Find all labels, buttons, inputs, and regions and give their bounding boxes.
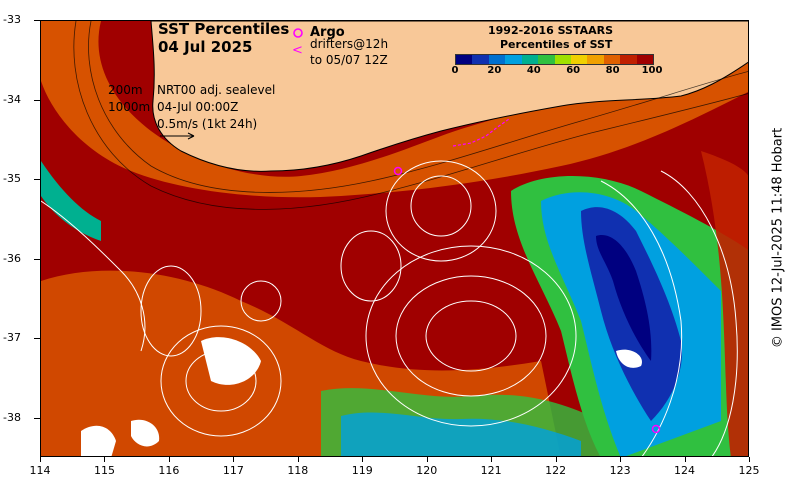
colorbar-tick-label: 80 <box>605 65 620 76</box>
x-tick-label: 119 <box>351 464 373 477</box>
coastal-cool-strip <box>41 161 101 241</box>
isobath-1000m <box>73 21 748 210</box>
x-tick-mark <box>426 457 428 462</box>
argo-float-marker <box>651 424 661 434</box>
sealevel-contour <box>240 280 282 322</box>
credit-text: © IMOS 12-Jul-2025 11:48 Hobart <box>770 127 786 349</box>
argo-legend-icon <box>293 28 303 38</box>
drifter-legend-period: to 05/07 12Z <box>310 53 388 67</box>
velocity-scale-label: 0.5m/s (1kt 24h) <box>157 117 258 131</box>
isobath-200m <box>88 21 748 193</box>
no-data-patch <box>201 337 261 385</box>
colorbar-tick-label: 60 <box>566 65 581 76</box>
drifter-legend-icon: < <box>292 43 303 58</box>
colorbar-tick-label: 100 <box>641 65 663 76</box>
x-tick-mark <box>684 457 686 462</box>
sealevel-contour <box>385 160 497 262</box>
y-tick-mark <box>34 258 40 260</box>
x-tick-mark <box>749 457 750 462</box>
x-tick-label: 114 <box>29 464 51 477</box>
colorbar-tick-label: 20 <box>487 65 502 76</box>
velocity-scale-arrow-icon <box>160 132 195 140</box>
colorbar-segment <box>488 55 506 64</box>
colorbar-segment <box>554 55 571 64</box>
colorbar-tick-label: 40 <box>526 65 541 76</box>
y-tick-label: -36 <box>3 251 21 265</box>
isobath-200-label: 200m <box>108 83 143 97</box>
x-tick-label: 125 <box>738 464 760 477</box>
x-tick-label: 117 <box>222 464 244 477</box>
sst-percentile-map <box>41 21 748 456</box>
drifter-legend-label: drifters@12h <box>310 37 389 51</box>
sealevel-contour <box>160 325 282 437</box>
y-tick-label: -37 <box>3 331 21 344</box>
x-tick-label: 123 <box>609 464 631 477</box>
x-tick-mark <box>40 457 41 462</box>
y-tick-label: -35 <box>3 172 21 185</box>
colorbar-segment <box>620 55 637 64</box>
colorbar-title: 1992-2016 SSTAARS <box>488 24 614 37</box>
x-tick-label: 118 <box>287 464 309 477</box>
colorbar-tick-label: 0 <box>451 65 459 76</box>
sealevel-contour <box>600 180 683 456</box>
map-title: SST Percentiles <box>158 20 290 38</box>
x-tick-mark <box>491 457 493 462</box>
cold-tongue-core <box>596 235 652 361</box>
colorbar-segment <box>521 55 539 64</box>
no-data-patch <box>616 349 642 368</box>
y-tick-label: -34 <box>3 92 21 106</box>
y-tick-mark <box>34 99 40 101</box>
x-tick-mark <box>362 457 364 462</box>
sealevel-contour <box>41 200 146 352</box>
colorbar-subtitle: Percentiles of SST <box>500 38 613 51</box>
colorbar-segment <box>456 55 473 64</box>
y-tick-mark <box>34 417 40 419</box>
argo-legend-label: Argo <box>310 25 345 40</box>
no-data-patch <box>81 425 116 456</box>
x-tick-mark <box>104 457 106 462</box>
x-tick-mark <box>555 457 557 462</box>
y-tick-mark <box>34 179 40 180</box>
y-tick-label: -33 <box>3 13 21 26</box>
map-date: 04 Jul 2025 <box>158 38 253 56</box>
sealevel-contour <box>425 300 517 372</box>
colorbar-segment <box>636 55 654 64</box>
x-tick-label: 121 <box>480 464 502 477</box>
sealevel-time-label: 04-Jul 00:00Z <box>157 100 239 114</box>
sealevel-contour <box>410 175 472 237</box>
map-panel <box>40 20 749 457</box>
colorbar <box>455 54 654 65</box>
colorbar-segment <box>587 55 604 64</box>
southern-cyan-patch <box>341 412 581 456</box>
colorbar-segment <box>570 55 588 64</box>
sealevel-contour <box>660 170 738 456</box>
y-tick-label: -38 <box>3 410 21 424</box>
x-tick-mark <box>233 457 235 462</box>
x-tick-label: 120 <box>416 464 438 477</box>
colorbar-segment <box>538 55 555 64</box>
coastal-warm-band <box>41 21 748 198</box>
x-tick-label: 115 <box>93 464 115 477</box>
x-tick-mark <box>297 457 299 462</box>
x-tick-label: 116 <box>158 464 180 477</box>
sealevel-contour <box>185 350 257 412</box>
x-tick-mark <box>620 457 622 462</box>
x-tick-mark <box>168 457 170 462</box>
sealevel-contour <box>365 245 577 427</box>
sealevel-contour <box>340 230 402 302</box>
argo-float-marker <box>393 166 403 176</box>
x-tick-label: 124 <box>674 464 696 477</box>
no-data-patch <box>131 419 160 447</box>
x-tick-label: 122 <box>545 464 567 477</box>
sealevel-contour <box>395 275 547 397</box>
sealevel-source-label: NRT00 adj. sealevel <box>157 83 276 97</box>
y-tick-mark <box>34 20 40 21</box>
colorbar-segment <box>472 55 489 64</box>
colorbar-segment <box>505 55 522 64</box>
drifter-track <box>452 118 510 147</box>
y-tick-mark <box>34 338 40 339</box>
isobath-1000-label: 1000m <box>108 100 151 114</box>
colorbar-segment <box>603 55 621 64</box>
sealevel-contour <box>140 265 202 357</box>
